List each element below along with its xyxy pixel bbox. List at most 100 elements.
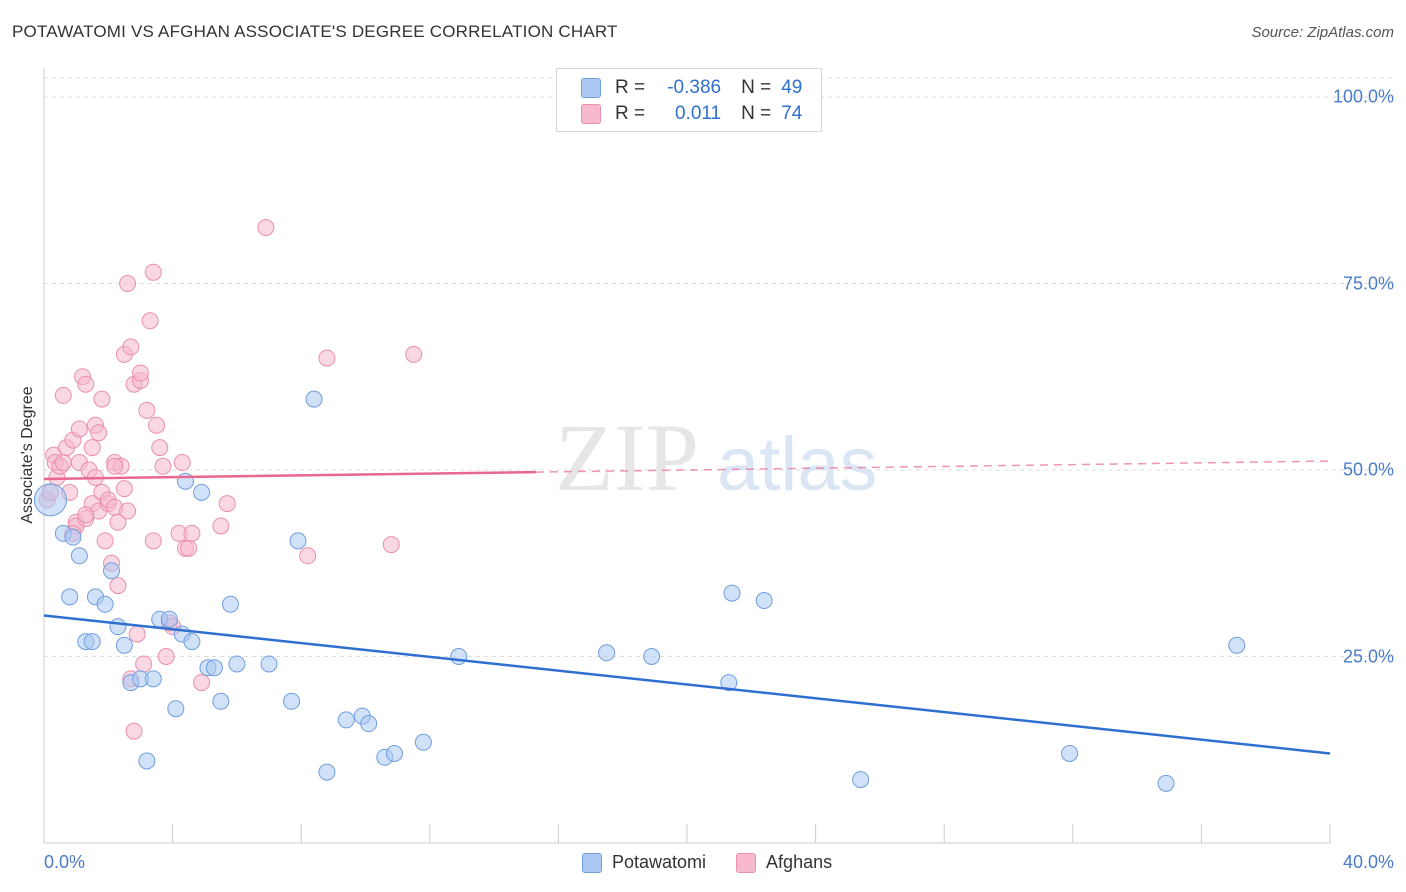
y-tick-label: 25.0%: [1342, 646, 1394, 666]
series-legend-afghans[interactable]: Afghans: [736, 852, 832, 873]
afghans-point: [141, 312, 159, 330]
x-tick-max: 40.0%: [1342, 852, 1394, 872]
afghans-point: [109, 513, 127, 531]
potawatomi-point: [289, 532, 307, 550]
potawatomi-point: [260, 655, 278, 673]
afghans-point: [154, 457, 172, 475]
afghans-point: [77, 506, 95, 524]
potawatomi-point: [96, 595, 114, 613]
potawatomi-point: [115, 636, 133, 654]
source-label: Source: ZipAtlas.com: [1251, 24, 1394, 41]
afghans-point: [131, 364, 149, 382]
afghans-point: [218, 495, 236, 513]
legend-n-label: N =: [741, 103, 772, 124]
legend-r-label: R =: [615, 103, 646, 124]
afghans-point: [299, 547, 317, 565]
afghans-point: [180, 539, 198, 557]
potawatomi-point: [1228, 636, 1246, 654]
potawatomi-point: [221, 595, 239, 613]
legend-swatch-pink: [581, 104, 601, 124]
watermark-zip: ZIP: [555, 404, 699, 511]
afghans-point: [212, 517, 230, 535]
trend-lines: [43, 460, 1331, 755]
potawatomi-point: [212, 692, 230, 710]
legend-n-label: N =: [741, 77, 772, 98]
potawatomi-point: [318, 763, 336, 781]
legend-n-value: 74: [781, 103, 803, 124]
potawatomi-point: [385, 744, 403, 762]
afghans-point: [148, 416, 166, 434]
afghans-trend-line-solid: [43, 470, 536, 481]
series-legend-potawatomi[interactable]: Potawatomi: [582, 852, 706, 873]
afghans-point: [70, 420, 88, 438]
potawatomi-point: [755, 592, 773, 610]
afghans-point: [90, 424, 108, 442]
legend-row-potawatomi: R = -0.386 N = 49: [581, 77, 802, 99]
afghans-point: [318, 349, 336, 367]
afghans-point: [96, 532, 114, 550]
potawatomi-point: [176, 472, 194, 490]
potawatomi-point: [109, 618, 127, 636]
afghans-point: [119, 275, 137, 292]
afghans-point: [144, 532, 162, 550]
afghans-point: [135, 655, 153, 673]
afghans-point: [183, 524, 201, 542]
y-tick-label: 75.0%: [1342, 273, 1394, 293]
afghans-point: [106, 457, 124, 475]
potawatomi-point: [643, 648, 661, 665]
afghans-point: [382, 536, 400, 554]
potawatomi-point: [305, 390, 323, 408]
potawatomi-point: [414, 733, 432, 751]
potawatomi-point: [103, 562, 121, 580]
watermark: ZIP atlas: [555, 404, 878, 511]
potawatomi-point: [228, 655, 246, 673]
legend-swatch-blue: [581, 78, 601, 98]
afghans-point: [119, 502, 137, 520]
series-swatch-blue: [582, 852, 602, 873]
potawatomi-point: [360, 715, 378, 733]
y-tick-label: 100.0%: [1332, 86, 1394, 107]
afghans-point: [77, 375, 95, 393]
afghans-point: [257, 219, 275, 237]
legend-r-label: R =: [615, 77, 646, 98]
afghans-point: [54, 386, 72, 404]
potawatomi-point: [337, 711, 355, 729]
x-tick-min: 0.0%: [44, 852, 86, 872]
potawatomi-point: [70, 547, 88, 565]
afghans-trend-line-dashed: [535, 460, 1331, 473]
potawatomi-point: [167, 700, 185, 718]
afghans-point: [115, 480, 133, 498]
stats-legend: R = -0.386 N = 49 R = 0.011 N = 74: [556, 68, 822, 132]
potawatomi-point: [852, 771, 870, 789]
potawatomi-point: [720, 674, 738, 692]
potawatomi-point: [183, 633, 201, 651]
potawatomi-point: [144, 670, 162, 688]
potawatomi-point: [450, 648, 468, 665]
afghans-point: [128, 625, 146, 643]
potawatomi-point: [205, 659, 223, 677]
potawatomi-point: [61, 588, 79, 606]
potawatomi-point: [598, 644, 616, 662]
potawatomi-point: [64, 528, 82, 546]
potawatomi-point: [1061, 744, 1079, 762]
afghans-point: [405, 345, 423, 363]
series-legend: Potawatomi Afghans: [582, 852, 862, 873]
afghans-point: [54, 454, 72, 472]
potawatomi-point: [138, 752, 156, 770]
afghans-point: [144, 263, 162, 281]
chart-title: POTAWATOMI VS AFGHAN ASSOCIATE'S DEGREE …: [12, 22, 618, 41]
legend-n-value: 49: [781, 77, 803, 98]
potawatomi-point: [160, 610, 178, 628]
afghans-point: [193, 674, 211, 692]
potawatomi-point: [33, 483, 67, 517]
potawatomi-point: [193, 483, 211, 501]
potawatomi-point: [1157, 774, 1175, 792]
potawatomi-points: [33, 390, 1246, 792]
potawatomi-point: [723, 584, 741, 602]
axes: [43, 68, 1331, 844]
afghans-point: [109, 577, 127, 595]
potawatomi-trend-line-solid: [43, 614, 1331, 755]
series-label-potawatomi: Potawatomi: [612, 852, 707, 872]
afghans-point: [125, 722, 143, 740]
